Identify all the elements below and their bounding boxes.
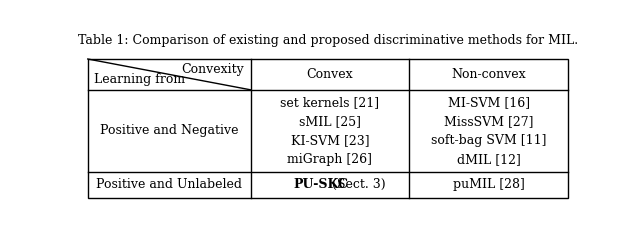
Text: MI-SVM [16]
MissSVM [27]
soft-bag SVM [11]
dMIL [12]: MI-SVM [16] MissSVM [27] soft-bag SVM [1… bbox=[431, 96, 547, 166]
Text: Non-convex: Non-convex bbox=[451, 68, 526, 81]
Text: Table 1: Comparison of existing and proposed discriminative methods for MIL.: Table 1: Comparison of existing and prop… bbox=[78, 34, 578, 47]
Text: puMIL [28]: puMIL [28] bbox=[453, 178, 525, 191]
Text: PU-SKC: PU-SKC bbox=[294, 178, 349, 191]
Text: Positive and Negative: Positive and Negative bbox=[100, 125, 238, 137]
Text: set kernels [21]
sMIL [25]
KI-SVM [23]
miGraph [26]: set kernels [21] sMIL [25] KI-SVM [23] m… bbox=[280, 96, 380, 166]
Text: (Sect. 3): (Sect. 3) bbox=[328, 178, 385, 191]
Text: Convex: Convex bbox=[307, 68, 353, 81]
Text: Learning from: Learning from bbox=[94, 73, 185, 86]
Text: Positive and Unlabeled: Positive and Unlabeled bbox=[96, 178, 242, 191]
Text: Convexity: Convexity bbox=[182, 63, 244, 76]
Bar bbox=[88, 59, 568, 198]
